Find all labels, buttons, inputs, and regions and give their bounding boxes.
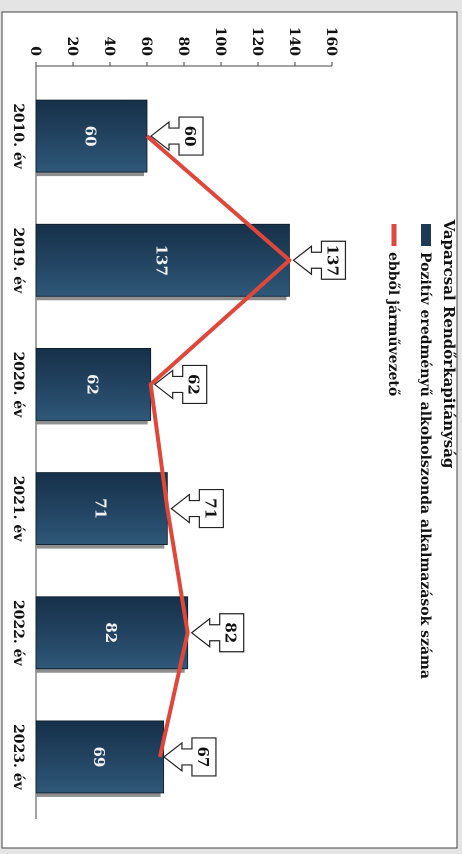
x-tick-label: 2021. év xyxy=(10,476,26,543)
y-tick-label: 140 xyxy=(286,27,302,56)
bar-value-label: 82 xyxy=(102,622,120,643)
callout-label: 71 xyxy=(201,498,219,519)
legend-bar-label: Pozitív eredményű alkoholszonda alkalmaz… xyxy=(417,252,433,679)
y-tick-label: 80 xyxy=(175,37,191,57)
y-tick-label: 60 xyxy=(138,37,154,57)
line-series xyxy=(145,134,292,758)
callout-box xyxy=(150,116,204,156)
legend: Pozitív eredményű alkoholszonda alkalmaz… xyxy=(385,224,433,679)
callout-box xyxy=(170,488,224,529)
callout-label: 82 xyxy=(222,622,240,643)
x-tick-label: 2022. év xyxy=(10,600,26,667)
callout-box xyxy=(292,240,347,280)
x-tick-label: 2020. év xyxy=(10,352,26,419)
callout-label: 60 xyxy=(181,126,199,147)
callout-label: 137 xyxy=(323,245,341,276)
callout-label: 67 xyxy=(194,746,212,767)
callout-box xyxy=(162,737,217,777)
x-tick-label: 2023. év xyxy=(10,724,26,791)
x-tick-label: 2019. év xyxy=(10,227,26,294)
bar-value-label: 60 xyxy=(82,126,100,147)
y-tick-label: 120 xyxy=(249,27,265,56)
chart-title: Vaparcsal Rendőrkapitányság xyxy=(440,219,458,469)
callout-label: 62 xyxy=(185,374,203,395)
legend-line-label: ebből járművezető xyxy=(385,252,401,396)
legend-bar-swatch xyxy=(421,224,431,246)
bar-value-label: 69 xyxy=(90,746,108,767)
y-tick-label: 160 xyxy=(323,27,339,56)
callout-box xyxy=(190,613,245,653)
bar-value-label: 71 xyxy=(92,498,110,519)
y-tick-label: 40 xyxy=(101,37,117,57)
y-tick-label: 20 xyxy=(64,37,80,57)
bar-value-label: 62 xyxy=(83,374,101,395)
bar xyxy=(35,99,148,173)
y-tick-label: 0 xyxy=(27,46,43,56)
callout-box xyxy=(153,364,208,405)
x-tick-label: 2010. év xyxy=(10,103,26,170)
bar-value-label: 137 xyxy=(153,245,171,276)
y-tick-label: 100 xyxy=(212,27,228,56)
